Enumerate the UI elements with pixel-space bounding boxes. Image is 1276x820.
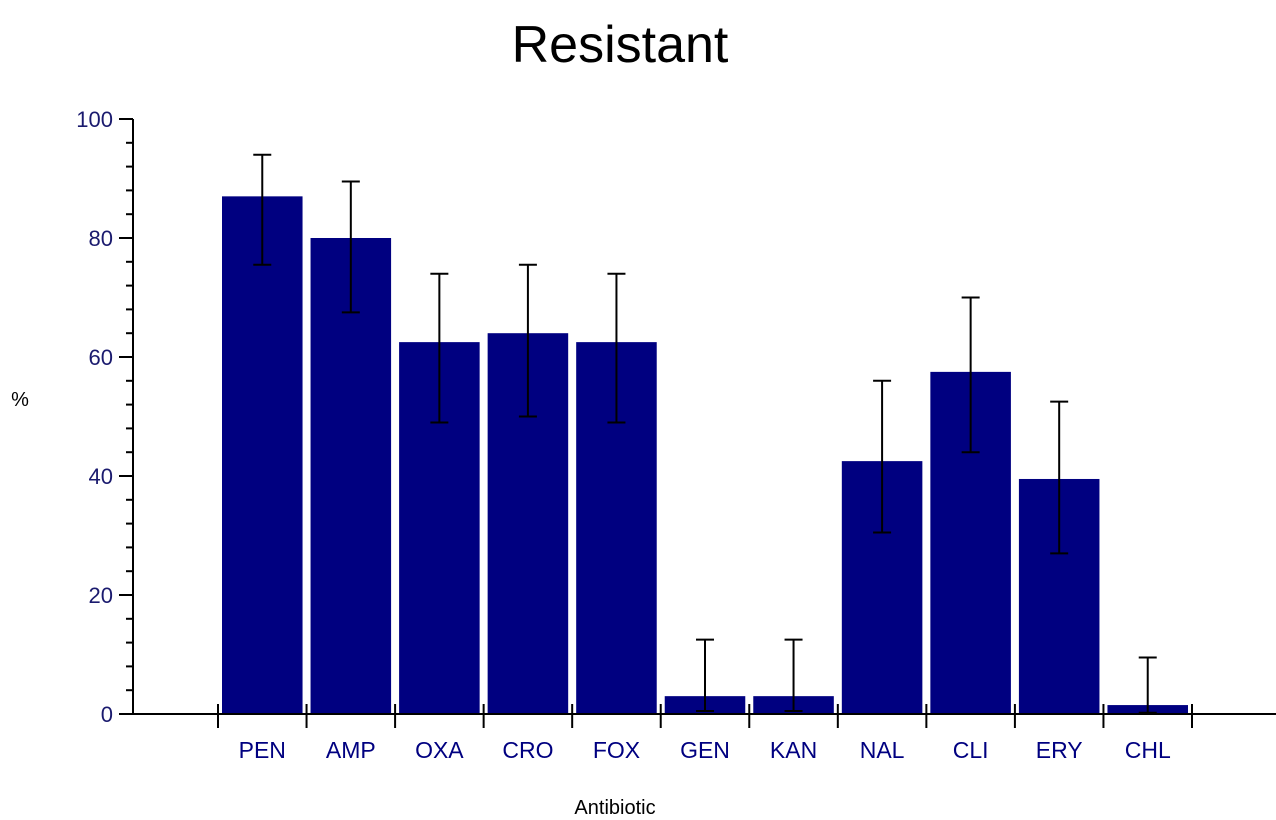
- x-tick-label-pen: PEN: [239, 737, 286, 763]
- x-tick-label-nal: NAL: [860, 737, 905, 763]
- x-tick-label-kan: KAN: [770, 737, 817, 763]
- bar-amp: [310, 238, 392, 714]
- y-axis-label: %: [11, 389, 29, 411]
- y-tick-label: 40: [89, 464, 113, 489]
- x-tick-label-fox: FOX: [593, 737, 640, 763]
- x-axis-label: Antibiotic: [574, 797, 655, 819]
- x-tick-label-amp: AMP: [326, 737, 376, 763]
- chart-title: Resistant: [512, 16, 729, 74]
- plot-area: 0 20 40 60 80 100 PEN AMP OXA CRO FOX GEN KAN NAL CLI E…: [76, 107, 1276, 763]
- x-tick-label-cro: CRO: [502, 737, 553, 763]
- x-tick-label-ery: ERY: [1036, 737, 1083, 763]
- x-tick-label-oxa: OXA: [415, 737, 464, 763]
- y-tick-label: 80: [89, 226, 113, 251]
- y-tick-label: 20: [89, 583, 113, 608]
- y-tick-label: 0: [101, 702, 113, 727]
- bar-pen: [222, 196, 303, 715]
- x-tick-label-gen: GEN: [680, 737, 730, 763]
- y-tick-label: 60: [89, 345, 113, 370]
- x-tick-label-chl: CHL: [1125, 737, 1171, 763]
- x-tick-label-cli: CLI: [953, 737, 989, 763]
- y-tick-label: 100: [76, 107, 113, 132]
